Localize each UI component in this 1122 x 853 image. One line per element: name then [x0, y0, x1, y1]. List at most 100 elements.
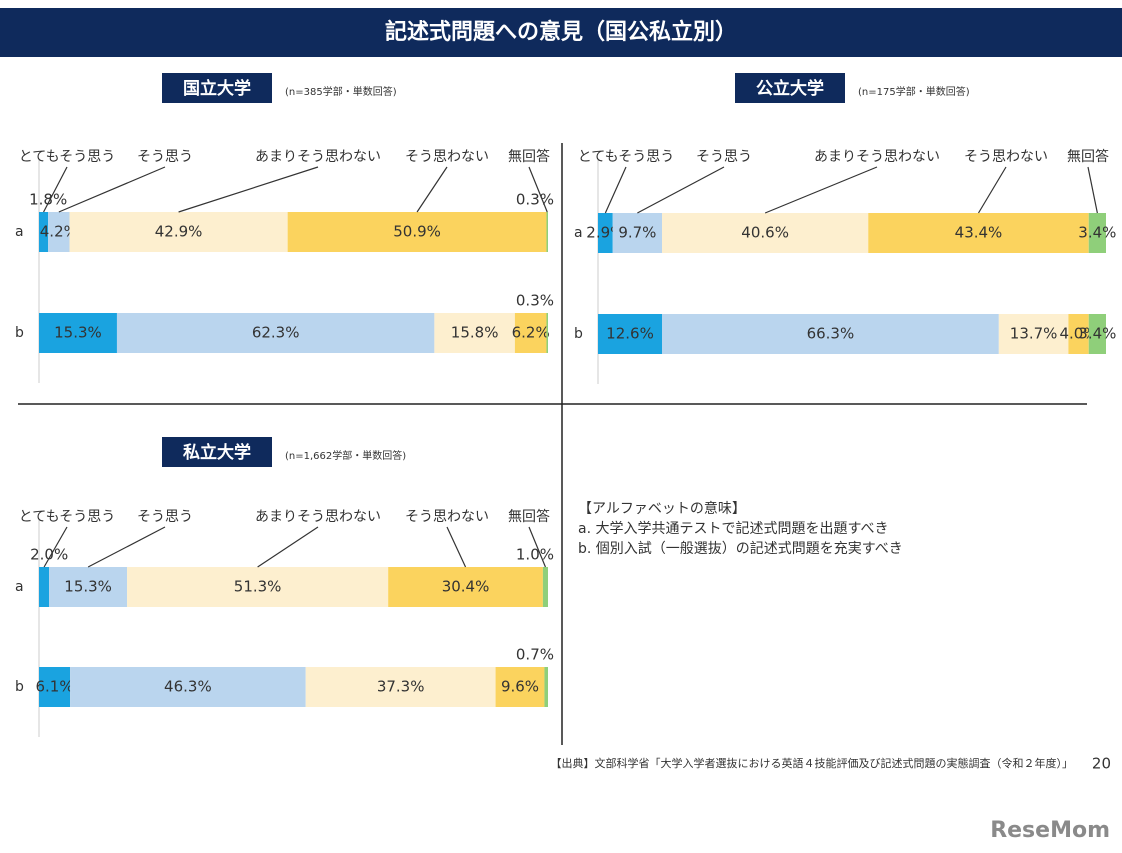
leader-line	[604, 166, 627, 214]
legend-label: そう思わない	[405, 149, 489, 165]
bar-segment	[495, 667, 545, 707]
legend-label: そう思う	[137, 149, 193, 165]
bar-segment	[998, 314, 1069, 354]
bar-segment	[612, 213, 663, 253]
note-line: b. 個別入試（一般選抜）の記述式問題を充実すべき	[578, 540, 903, 557]
leader-line	[764, 166, 878, 214]
panel-subtitle: (n=385学部・単数回答)	[285, 85, 397, 98]
bar-segment	[388, 567, 543, 607]
leader-line	[178, 166, 319, 213]
bar-segment	[514, 313, 547, 353]
watermark: ReseMom	[990, 818, 1110, 843]
panel-title: 公立大学	[756, 78, 824, 99]
value-label: 50.9%	[393, 223, 441, 241]
note-heading: 【アルファベットの意味】	[578, 500, 746, 517]
bar-segment	[116, 313, 435, 353]
value-label: 1.0%	[516, 546, 554, 564]
bar-segment	[662, 314, 999, 354]
source: 【出典】文部科学省「大学入学者選抜における英語４技能評価及び記述式問題の実態調査…	[551, 756, 1074, 770]
leader-line	[257, 526, 319, 568]
value-label: 0.7%	[516, 646, 554, 664]
value-label: 2.0%	[30, 546, 68, 564]
value-label: 6.2%	[512, 324, 550, 342]
value-label: 12.6%	[606, 325, 654, 343]
header-title: 記述式問題への意見（国公私立別）	[385, 19, 737, 45]
bar-segment	[662, 213, 869, 253]
value-label: 4.0%	[1060, 325, 1098, 343]
bar-segment	[1088, 213, 1106, 253]
legend-label: とてもそう思う	[19, 509, 116, 525]
bar-segment	[127, 567, 389, 607]
legend-label: 無回答	[508, 508, 550, 525]
value-label: 6.1%	[35, 678, 73, 696]
value-label: 40.6%	[741, 224, 789, 242]
page-number: 20	[1092, 755, 1111, 773]
leader-line	[446, 526, 467, 568]
value-label: 0.3%	[516, 292, 554, 310]
category-label: b	[574, 326, 583, 342]
category-label: a	[574, 225, 583, 241]
panel-title: 国立大学	[183, 78, 251, 99]
panel-subtitle: (n=175学部・単数回答)	[858, 85, 970, 98]
bar-segment	[287, 212, 547, 252]
leader-line	[58, 166, 166, 213]
panel-title: 私立大学	[183, 442, 251, 463]
value-label: 30.4%	[442, 578, 490, 596]
category-label: a	[15, 224, 24, 240]
legend-label: 無回答	[508, 148, 550, 165]
leader-line	[528, 166, 548, 213]
category-label: b	[15, 325, 24, 341]
value-label: 0.3%	[516, 191, 554, 209]
bar-segment	[1088, 314, 1106, 354]
leader-line	[416, 166, 448, 213]
bar-segment	[544, 667, 548, 707]
value-label: 46.3%	[164, 678, 212, 696]
leader-line	[43, 526, 68, 568]
bar-segment	[305, 667, 496, 707]
leader-line	[977, 166, 1007, 214]
value-label: 1.8%	[29, 191, 67, 209]
bar-segment	[868, 213, 1089, 253]
bar-segment	[1068, 314, 1089, 354]
value-label: 13.7%	[1010, 325, 1058, 343]
leader-line	[1087, 166, 1098, 214]
value-label: 3.4%	[1078, 325, 1116, 343]
legend-label: とてもそう思う	[578, 149, 675, 165]
bar-segment	[39, 567, 50, 607]
bar-segment	[598, 314, 663, 354]
value-label: 9.7%	[618, 224, 656, 242]
header-bar	[0, 8, 1122, 57]
legend-label: あまりそう思わない	[814, 149, 940, 165]
value-label: 9.6%	[501, 678, 539, 696]
bar-segment	[598, 213, 613, 253]
bar-segment	[70, 667, 306, 707]
leader-line	[43, 166, 68, 213]
value-label: 43.4%	[955, 224, 1003, 242]
legend-label: 無回答	[1067, 148, 1109, 165]
value-label: 66.3%	[807, 325, 855, 343]
panel-title-box	[162, 437, 272, 467]
value-label: 37.3%	[377, 678, 425, 696]
bar-segment	[39, 313, 117, 353]
legend-label: あまりそう思わない	[255, 149, 381, 165]
value-label: 62.3%	[252, 324, 300, 342]
legend-label: そう思う	[137, 509, 193, 525]
legend-label: そう思う	[696, 149, 752, 165]
panel-subtitle: (n=1,662学部・単数回答)	[285, 449, 406, 462]
legend-label: そう思わない	[964, 149, 1048, 165]
bar-segment	[546, 313, 548, 353]
value-label: 4.2%	[40, 223, 78, 241]
bar-segment	[69, 212, 288, 252]
bar-segment	[542, 567, 548, 607]
bar-segment	[48, 212, 70, 252]
legend-label: あまりそう思わない	[255, 509, 381, 525]
value-label: 15.8%	[451, 324, 499, 342]
leader-line	[637, 166, 725, 214]
bar-segment	[546, 212, 548, 252]
legend-label: そう思わない	[405, 509, 489, 525]
leader-line	[87, 526, 166, 568]
leader-line	[528, 526, 547, 568]
value-label: 42.9%	[155, 223, 203, 241]
